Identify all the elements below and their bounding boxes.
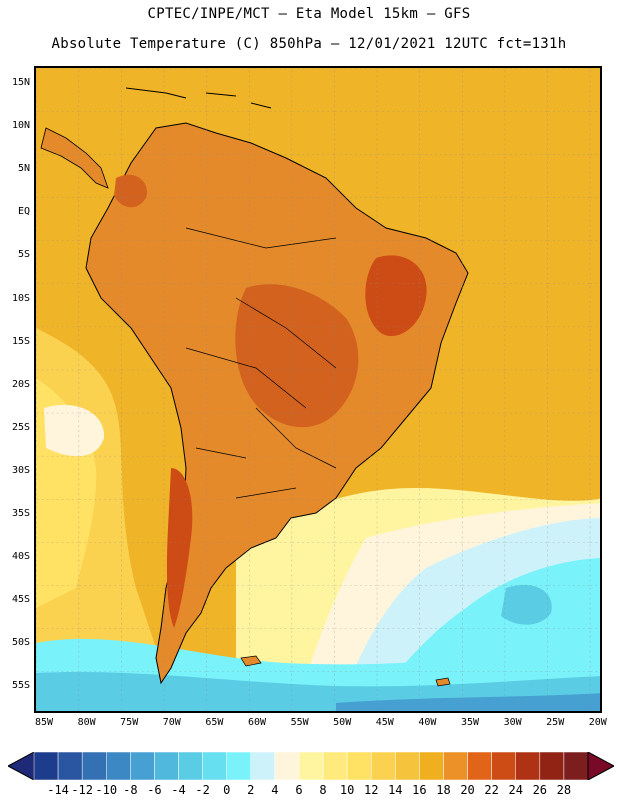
colorbar-tick-label: -8: [123, 783, 138, 797]
lat-label: 5S: [17, 249, 30, 261]
map-panel: [34, 66, 602, 713]
map-title-line-1: CPTEC/INPE/MCT – Eta Model 15km – GFS: [147, 6, 471, 22]
lat-label: 10S: [11, 292, 30, 304]
colorbar-swatch: [250, 752, 276, 780]
lon-label: 30W: [503, 717, 522, 728]
colorbar-swatch: [33, 752, 59, 780]
lat-label: 55S: [11, 680, 30, 692]
colorbar-swatch: [130, 752, 155, 780]
colorbar-tick-label: 16: [412, 783, 427, 797]
temperature-map: [36, 68, 600, 711]
lat-label: 30S: [11, 464, 30, 476]
temperature-colorbar: [8, 752, 614, 780]
colorbar-swatch: [395, 752, 420, 780]
lat-lon-grid: [36, 68, 600, 711]
colorbar-swatch: [467, 752, 492, 780]
lon-label: 25W: [546, 717, 565, 728]
colorbar-tick-label: 14: [388, 783, 403, 797]
colorbar-swatch: [81, 752, 107, 780]
lon-label: 45W: [375, 717, 394, 728]
lat-label: 10N: [11, 120, 30, 132]
colorbar-swatch: [298, 752, 324, 780]
colorbar-tick-label: 22: [484, 783, 499, 797]
lon-label: 55W: [290, 717, 309, 728]
lat-label: 35S: [11, 508, 30, 519]
lat-label: 5N: [17, 163, 30, 175]
colorbar-swatch: [178, 752, 203, 780]
lat-label: 40S: [11, 551, 30, 563]
lon-label: 65W: [205, 717, 224, 728]
lon-label: 35W: [460, 717, 480, 728]
lat-label: 45S: [11, 594, 30, 606]
colorbar-swatch: [491, 752, 516, 780]
colorbar-swatch: [515, 752, 541, 780]
colorbar-swatch: [57, 752, 83, 780]
colorbar-tick-label: 0: [223, 783, 231, 797]
lon-label: 40W: [418, 717, 437, 728]
colorbar-tick-label: -6: [147, 783, 162, 797]
colorbar-swatch: [443, 752, 468, 780]
lon-label: 50W: [333, 717, 352, 728]
colorbar-tick-label: 24: [508, 783, 523, 797]
colorbar-tick-label: 8: [319, 783, 327, 797]
colorbar-tick-label: 18: [436, 783, 451, 797]
colorbar-tick-label: 20: [460, 783, 475, 797]
lon-label: 85W: [34, 717, 54, 728]
lat-label: 50S: [11, 637, 30, 649]
colorbar-tick-label: -12: [71, 783, 94, 797]
colorbar-tick-label: -4: [171, 783, 186, 797]
lon-label: 70W: [162, 717, 181, 728]
colorbar-under-arrow: [8, 752, 35, 780]
lon-label: 75W: [120, 717, 139, 728]
lat-label: 15N: [11, 77, 30, 88]
colorbar-swatch: [226, 752, 252, 780]
colorbar-tick-label: 4: [271, 783, 279, 797]
colorbar-swatch: [370, 752, 396, 780]
colorbar-swatch: [202, 752, 227, 780]
colorbar-swatch: [154, 752, 179, 780]
colorbar-swatch: [539, 752, 565, 780]
colorbar-swatch: [563, 752, 589, 780]
colorbar-over-arrow: [587, 752, 614, 780]
lat-label: 20S: [11, 378, 30, 390]
colorbar-swatch: [419, 752, 444, 780]
colorbar-tick-label: -2: [195, 783, 210, 797]
colorbar-tick-label: 6: [295, 783, 303, 797]
colorbar-tick-label: -14: [47, 783, 69, 797]
colorbar-tick-label: 10: [339, 783, 355, 797]
colorbar-tick-label: -10: [95, 783, 118, 797]
colorbar-swatch: [346, 752, 372, 780]
lon-label: 60W: [247, 717, 267, 728]
colorbar-tick-label: 26: [532, 783, 548, 797]
map-title-line-2: Absolute Temperature (C) 850hPa – 12/01/…: [51, 36, 567, 52]
lat-label: 15S: [11, 335, 30, 347]
colorbar-tick-label: 2: [247, 783, 255, 797]
colorbar-tick-label: 12: [363, 783, 379, 797]
colorbar-swatch: [106, 752, 131, 780]
lat-label: EQ: [17, 206, 30, 218]
lat-label: 25S: [11, 421, 30, 433]
colorbar-tick-label: 28: [556, 783, 572, 797]
lon-label: 80W: [77, 717, 96, 728]
colorbar-swatch: [322, 752, 348, 780]
lon-label: 20W: [588, 717, 607, 728]
colorbar-swatch: [274, 752, 300, 780]
